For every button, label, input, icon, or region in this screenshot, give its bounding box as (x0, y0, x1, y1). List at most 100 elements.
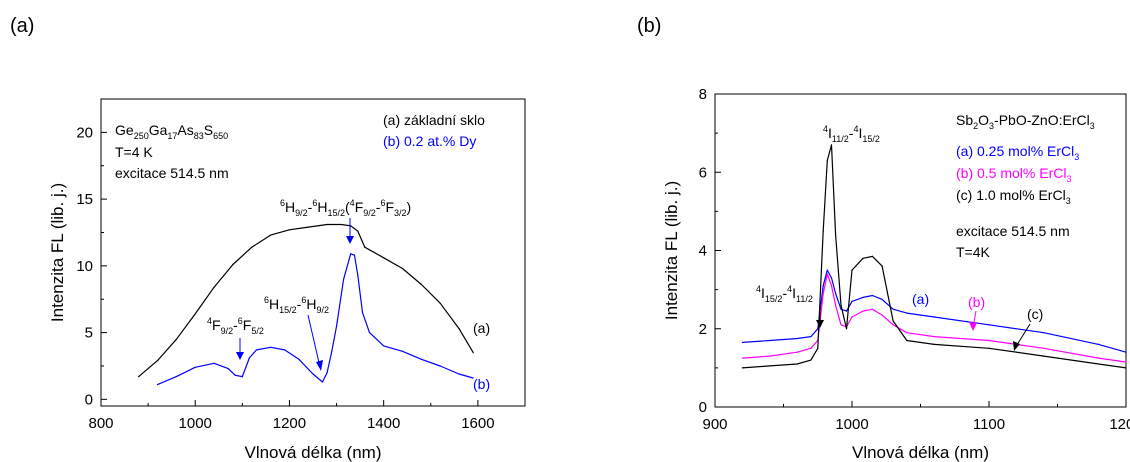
data-point (906, 332, 908, 334)
transition-label: 4I11/2-4I15/2 (823, 124, 880, 144)
transition-label: 6H9/2-6H15/2(4F9/2-6F3/2) (280, 198, 411, 218)
legend-entry-a: (a) 0.25 mol% ErCl3 (956, 143, 1079, 162)
data-point (892, 324, 894, 326)
x-axis-label: Vlnová délka (nm) (244, 443, 381, 462)
data-point (156, 384, 159, 386)
data-point (326, 372, 328, 374)
legend-entry-b: (b) 0.2 at.% Dy (383, 133, 476, 149)
data-point (741, 367, 744, 369)
temperature-label: T=4 K (115, 144, 153, 160)
data-point (817, 328, 819, 330)
data-point (906, 339, 908, 342)
data-point (834, 234, 837, 236)
data-point (255, 349, 258, 351)
data-point (1125, 361, 1127, 363)
legend-entry-a: (a) základní sklo (383, 112, 485, 128)
data-point (881, 298, 883, 301)
data-point (822, 285, 824, 287)
temperature-label: T=4K (956, 244, 991, 260)
data-point (810, 359, 812, 361)
data-point (826, 159, 828, 162)
data-point (817, 347, 819, 349)
x-tick-label: 1000 (179, 415, 212, 432)
composition-label: Ge250Ga17As83S650 (115, 122, 228, 141)
data-point (357, 274, 359, 276)
data-point (862, 296, 864, 299)
chart-panel-a: (a) 800 1000 1200 1400 1600 0 5 10 15 20 Vlnová dél… (10, 15, 526, 462)
data-point (834, 292, 837, 295)
data-point (326, 223, 328, 226)
chart-panel-b: (b) 900 1000 1100 1200 0 2 4 6 8 Vlnová délka (nm)… (637, 15, 1130, 462)
legend-entry-b: (b) 0.5 mol% ErCl3 (956, 165, 1071, 184)
data-point (458, 327, 460, 330)
series-line-1 (742, 269, 1127, 353)
data-point (741, 357, 744, 359)
x-tick-label: 1200 (273, 415, 306, 432)
data-point (234, 374, 236, 376)
curve-label-c: (c) (1027, 306, 1043, 322)
data-point (472, 352, 474, 354)
curve-label-a: (a) (473, 320, 490, 336)
x-axis-label: Vlnová délka (nm) (852, 443, 989, 462)
data-point (1098, 363, 1100, 365)
arrow-head (816, 320, 824, 328)
data-point (906, 312, 908, 314)
transition-label: 6H15/2-6H9/2 (264, 295, 329, 315)
data-point (368, 331, 371, 334)
data-point (826, 273, 828, 275)
data-point (881, 265, 883, 267)
curve-label-b: (b) (968, 294, 985, 310)
data-point (1125, 367, 1127, 369)
data-point (350, 253, 352, 255)
data-point (796, 363, 798, 365)
y-tick-label: 8 (699, 86, 707, 103)
plot-title: Sb2O3-PbO-ZnO:ErCl3 (956, 112, 1095, 131)
y-tick-label: 0 (699, 399, 707, 416)
data-point (361, 311, 364, 314)
y-axis-label: Intenzita FL (lib. j.) (48, 183, 67, 322)
excitation-label: excitace 514.5 nm (115, 165, 229, 181)
data-point (845, 310, 848, 312)
data-point (353, 254, 356, 256)
data-point (194, 366, 196, 368)
data-point (138, 376, 140, 378)
data-point (458, 373, 460, 375)
data-point (312, 373, 314, 375)
data-point (769, 339, 771, 342)
data-point (871, 294, 874, 297)
data-point (335, 325, 338, 327)
arrow-head (346, 236, 354, 244)
y-tick-label: 5 (85, 325, 93, 342)
data-point (881, 314, 883, 316)
data-point (321, 381, 324, 383)
data-point (156, 360, 159, 362)
data-point (420, 358, 422, 360)
data-point (851, 300, 853, 302)
data-point (1125, 351, 1127, 353)
data-point (241, 376, 243, 378)
data-point (340, 223, 342, 226)
data-point (988, 324, 990, 326)
data-point (851, 316, 853, 318)
plot-frame (100, 98, 526, 407)
data-point (213, 362, 215, 364)
transition-label: 4I15/2-4I11/2 (756, 284, 813, 304)
arrow-head (316, 360, 323, 371)
data-point (401, 350, 404, 352)
y-tick-label: 2 (699, 321, 707, 338)
data-point (420, 283, 422, 286)
curve-label-a: (a) (912, 291, 929, 307)
data-point (251, 246, 253, 248)
data-point (796, 351, 798, 353)
data-point (933, 316, 935, 318)
data-point (194, 313, 196, 315)
data-point (830, 144, 833, 146)
data-point (1043, 332, 1045, 334)
data-point (343, 278, 345, 280)
data-point (383, 345, 385, 347)
x-tick-label: 800 (88, 415, 113, 432)
data-point (248, 357, 250, 359)
transition-label: 4F9/2-6F5/2 (207, 316, 264, 336)
y-axis-label: Intenzita FL (lib. j.) (662, 181, 681, 320)
